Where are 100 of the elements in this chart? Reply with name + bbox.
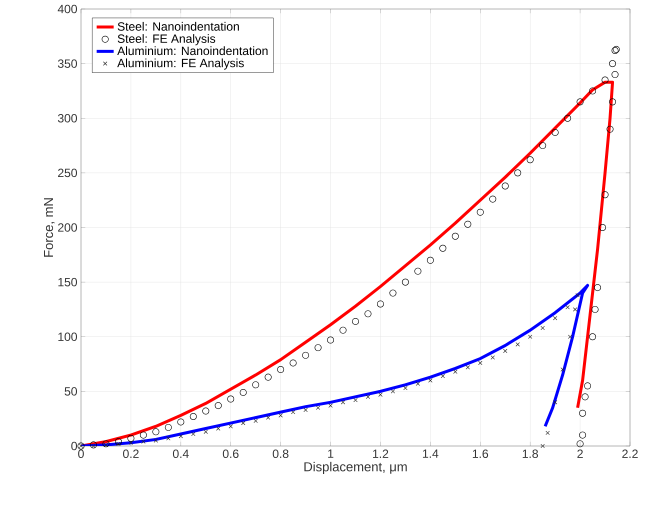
point (141, 440, 146, 444)
point (154, 438, 158, 443)
point (127, 434, 134, 442)
point (576, 440, 584, 448)
point (364, 310, 372, 318)
point (402, 278, 409, 286)
point (589, 333, 596, 340)
point (166, 436, 170, 440)
point (191, 432, 196, 436)
point (302, 352, 310, 359)
point (116, 442, 121, 446)
point (403, 386, 408, 390)
point (327, 336, 334, 344)
point (592, 306, 599, 313)
point (389, 290, 396, 297)
y-tick-label: 0 (71, 442, 78, 450)
point (606, 126, 614, 133)
y-axis-title: Force, mN (44, 198, 55, 257)
point (502, 182, 509, 190)
point (216, 426, 220, 431)
point (366, 394, 370, 399)
legend-label: Steel: FE Analysis (118, 34, 216, 46)
x-tick-label: 0 (78, 450, 84, 458)
x-axis-title: Displacement, μm (304, 462, 407, 474)
y-tick-label: 350 (58, 59, 78, 68)
point (516, 342, 520, 347)
point (277, 366, 284, 374)
point (528, 334, 532, 339)
point (204, 430, 208, 434)
point (340, 400, 346, 404)
point (452, 232, 459, 240)
point (553, 316, 558, 320)
point (489, 196, 496, 203)
point (264, 374, 272, 381)
point (353, 398, 358, 402)
point (572, 307, 578, 312)
legend-label: Steel: Nanoindentation (118, 22, 239, 31)
point (526, 156, 534, 164)
x-tick-label: 1 (328, 450, 334, 458)
point (560, 367, 565, 372)
point (503, 348, 508, 354)
point (240, 388, 247, 396)
point (290, 359, 297, 366)
point (91, 444, 96, 448)
point (352, 318, 359, 325)
point (599, 224, 606, 231)
x-tick-label: 0.8 (272, 450, 288, 458)
point (177, 418, 184, 426)
point (540, 444, 545, 448)
point (90, 441, 97, 448)
point (314, 344, 322, 352)
y-tick-label: 50 (64, 387, 78, 396)
point (228, 424, 233, 428)
point (390, 389, 396, 394)
point (266, 415, 270, 420)
point (546, 430, 550, 436)
point (609, 60, 616, 68)
point (594, 284, 602, 292)
point (439, 244, 446, 252)
point (340, 326, 347, 334)
point (328, 403, 333, 408)
x-tick-label: 2 (577, 450, 583, 458)
point (568, 334, 572, 339)
point (416, 382, 420, 386)
point (254, 418, 258, 424)
y-tick-label: 100 (58, 332, 78, 342)
point (178, 434, 183, 438)
point (540, 326, 545, 330)
point (466, 365, 470, 370)
x-tick-label: 1.2 (373, 450, 388, 458)
y-tick-label: 300 (58, 114, 78, 123)
point (241, 420, 246, 426)
point (579, 410, 586, 417)
point (552, 128, 559, 136)
point (104, 442, 108, 448)
point (214, 402, 222, 410)
point (378, 392, 383, 397)
point (602, 76, 609, 84)
point (164, 424, 172, 431)
point (114, 438, 122, 446)
point (414, 268, 422, 275)
x-tick-label: 0.6 (222, 450, 239, 458)
point (252, 381, 260, 388)
point (584, 382, 592, 390)
point (576, 98, 584, 106)
point (376, 300, 384, 308)
line-series (81, 284, 590, 446)
point (464, 220, 472, 228)
point (278, 413, 283, 418)
point (539, 142, 546, 150)
point (602, 191, 609, 198)
legend-label: Aluminium: Nanoindentation (117, 46, 268, 56)
point (564, 114, 572, 122)
point (553, 400, 558, 404)
point (514, 169, 522, 176)
point (227, 396, 234, 403)
point (579, 432, 586, 439)
point (128, 440, 134, 445)
point (303, 408, 308, 412)
point (290, 410, 296, 414)
